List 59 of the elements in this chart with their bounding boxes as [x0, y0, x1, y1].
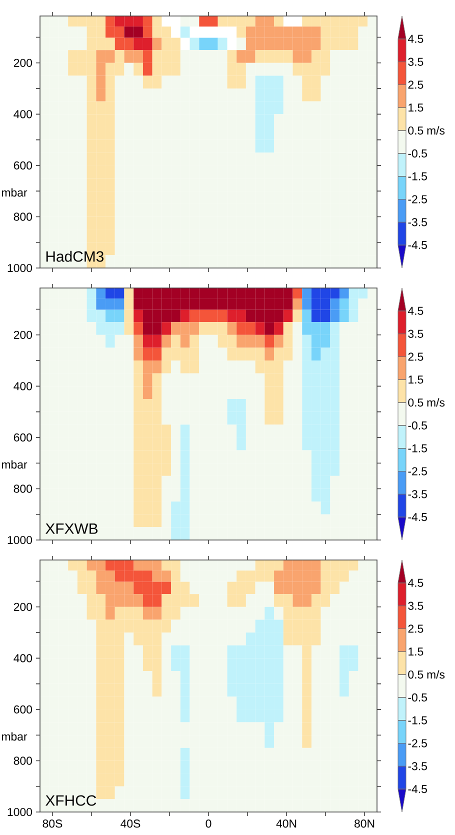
y-tick-label: 1000	[8, 264, 32, 272]
color-bar-label: 2.5	[408, 80, 424, 89]
color-bar-label: -4.5	[408, 785, 427, 794]
x-tick-label: 0	[206, 820, 212, 828]
color-bar-label: 0.5	[408, 398, 424, 407]
color-bar-label: 1.5	[408, 104, 424, 112]
color-bar-label: 3.5	[408, 330, 424, 338]
color-bar-label: 4.5	[408, 34, 424, 43]
color-bar-label: 2.5	[408, 624, 424, 633]
y-tick-label: 200	[14, 602, 32, 611]
color-bar-label: -0.5	[408, 149, 427, 158]
text: XFHCC	[46, 795, 96, 806]
x-tick-label: 80N	[354, 820, 374, 828]
y-tick-label: 600	[14, 705, 32, 714]
color-bar-label: -1.5	[408, 716, 427, 724]
color-bar-label: -0.5	[408, 693, 427, 702]
y-tick-label: 200	[14, 330, 32, 339]
color-bar-title: m/s	[427, 126, 445, 135]
color-bar-label: -2.5	[408, 195, 427, 204]
text: HadCM3	[46, 250, 104, 262]
color-bar-label: 1.5	[408, 376, 424, 384]
color-bar-label: -3.5	[408, 490, 427, 498]
y-axis-title: mbar	[2, 732, 28, 741]
color-bar-label: 3.5	[408, 602, 424, 610]
color-bar-label: 4.5	[408, 306, 424, 315]
y-tick-label: 200	[14, 58, 32, 67]
color-bar-label: 2.5	[408, 352, 424, 361]
y-tick-label: 1000	[8, 808, 32, 816]
color-bar-label: -4.5	[408, 241, 427, 250]
y-tick-label: 400	[14, 110, 32, 118]
color-bar-title: m/s	[427, 670, 445, 679]
color-bar-label: -2.5	[408, 467, 427, 476]
y-tick-label: 600	[14, 161, 32, 170]
color-bar-label: -4.5	[408, 513, 427, 522]
color-bar-label: 0.5	[408, 670, 424, 679]
y-tick-label: 400	[14, 382, 32, 390]
color-bar-label: -1.5	[408, 444, 427, 452]
y-tick-label: 800	[14, 756, 32, 765]
y-tick-label: 800	[14, 484, 32, 493]
x-tick-label: 40N	[276, 820, 296, 828]
color-bar-label: -1.5	[408, 172, 427, 180]
y-tick-label: 400	[14, 654, 32, 662]
x-tick-label: 40S	[120, 820, 140, 828]
y-tick-label: 800	[14, 212, 32, 221]
color-bar-label: 3.5	[408, 58, 424, 66]
color-bar-label: -3.5	[408, 762, 427, 770]
y-tick-label: 600	[14, 433, 32, 442]
text: XFXWB	[46, 524, 98, 534]
color-bar-label: -0.5	[408, 421, 427, 430]
y-axis-title: mbar	[2, 188, 28, 197]
color-bar-label: -2.5	[408, 739, 427, 748]
y-axis-title: mbar	[2, 460, 28, 469]
color-bar-label: 1.5	[408, 648, 424, 656]
color-bar-title: m/s	[427, 398, 445, 407]
y-tick-label: 1000	[8, 536, 32, 544]
color-bar-label: -3.5	[408, 218, 427, 226]
color-bar-label: 4.5	[408, 578, 424, 587]
color-bar-label: 0.5	[408, 126, 424, 135]
x-tick-label: 80S	[42, 820, 62, 828]
